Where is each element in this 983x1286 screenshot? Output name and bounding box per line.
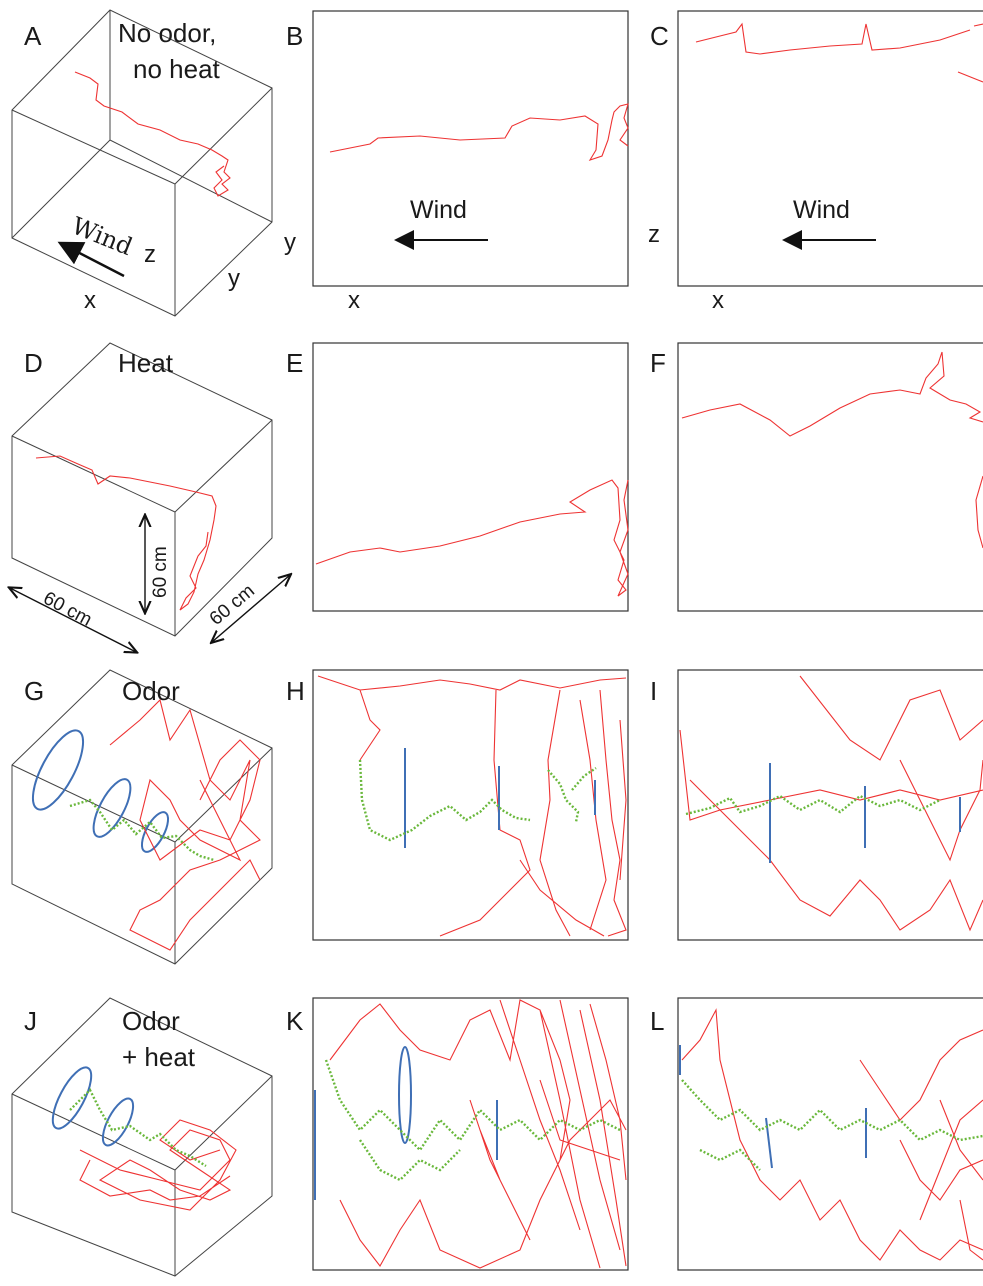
- axis-label-x-b: x: [348, 287, 360, 314]
- cube-axis-x: x: [84, 287, 96, 314]
- panel-label-k: K: [286, 1006, 304, 1036]
- odor-track-g: [69, 798, 215, 862]
- top-view-panel-e: E: [286, 342, 629, 612]
- side-view-panel-i: I: [650, 669, 983, 941]
- condition-label-odor: Odor: [122, 676, 180, 706]
- dim-label-y: 60 cm: [206, 580, 259, 629]
- cube-frame: [11, 997, 273, 1277]
- odor-track-j: [69, 1087, 207, 1168]
- track-b: [329, 103, 629, 161]
- cube-frame: [11, 9, 273, 317]
- track-cube-j: [79, 1119, 237, 1211]
- top-view-panel-b: B Wind y x: [284, 10, 629, 314]
- cube-panel-j: J Odor + heat: [11, 997, 273, 1277]
- wind-label-b: Wind: [410, 196, 467, 224]
- cube-axis-z: z: [144, 241, 156, 268]
- track-f: [681, 351, 983, 549]
- panel-label-d: D: [24, 348, 43, 378]
- cube-frame: [11, 669, 273, 965]
- panel-label-j: J: [24, 1006, 37, 1036]
- track-cube-d: [35, 455, 217, 611]
- panel-label-g: G: [24, 676, 44, 706]
- top-view-panel-h: H: [286, 669, 629, 941]
- track-c: [695, 22, 983, 83]
- dim-arrow-y: [212, 575, 290, 642]
- odor-source-ring: [398, 1046, 412, 1144]
- panel-frame: [677, 997, 983, 1271]
- track-l: [681, 1008, 983, 1261]
- row-heat: D Heat 60 cm 60 cm 60 cm E F: [10, 342, 983, 652]
- condition-label-line2: no heat: [133, 54, 221, 84]
- panel-label-a: A: [24, 21, 42, 51]
- panel-label-l: L: [650, 1006, 664, 1036]
- track-cube-g: [109, 698, 261, 951]
- side-view-panel-f: F: [650, 342, 983, 612]
- panel-frame: [312, 10, 629, 287]
- panel-label-c: C: [650, 21, 669, 51]
- panel-frame: [677, 10, 983, 287]
- track-k: [329, 999, 627, 1269]
- panel-frame: [677, 669, 983, 941]
- odor-source-ring: [92, 778, 132, 838]
- panel-frame: [312, 997, 629, 1271]
- odor-source-ring: [101, 1097, 135, 1147]
- panel-frame: [677, 342, 983, 612]
- row-no-odor: A No odor, no heat Wind z y x B Wind y x…: [11, 9, 983, 317]
- panel-frame: [312, 669, 629, 941]
- wind-label-c: Wind: [793, 196, 850, 224]
- odor-track-l: [681, 1079, 983, 1171]
- panel-label-e: E: [286, 348, 303, 378]
- cube-panel-a: A No odor, no heat Wind z y x: [11, 9, 273, 317]
- condition-label-heat: Heat: [118, 348, 174, 378]
- cube-axis-y: y: [228, 265, 240, 292]
- odor-source-ring: [51, 1066, 93, 1130]
- dim-label-z: 60 cm: [150, 546, 171, 598]
- row-odor: G Odor H I: [11, 669, 983, 965]
- odor-track-h: [358, 759, 597, 842]
- condition-label-line2: + heat: [122, 1042, 196, 1072]
- panel-label-b: B: [286, 21, 303, 51]
- odor-track-i: [685, 794, 941, 816]
- cube-panel-g: G Odor: [11, 669, 273, 965]
- cube-wind-arrow: [57, 241, 125, 278]
- odor-source-ring: [31, 729, 85, 811]
- cube-frame: [11, 342, 273, 637]
- panel-label-i: I: [650, 676, 657, 706]
- track-cube-a: [74, 71, 231, 197]
- cube-panel-d: D Heat 60 cm 60 cm 60 cm: [10, 342, 290, 652]
- panel-label-f: F: [650, 348, 666, 378]
- track-i: [679, 675, 983, 932]
- panel-label-h: H: [286, 676, 305, 706]
- axis-label-x-c: x: [712, 287, 724, 314]
- axis-label-y: y: [284, 229, 296, 256]
- condition-label-line1: Odor: [122, 1006, 180, 1036]
- panel-frame: [312, 342, 629, 612]
- axis-label-z: z: [648, 221, 660, 248]
- side-view-panel-c: C Wind z x: [648, 10, 983, 314]
- odor-track-k: [324, 1059, 621, 1182]
- condition-label-line1: No odor,: [118, 18, 216, 48]
- side-view-panel-l: L: [650, 997, 983, 1271]
- track-h: [317, 675, 627, 937]
- top-view-panel-k: K: [286, 997, 629, 1271]
- odor-source-ring: [140, 811, 170, 853]
- dim-arrow-x: [10, 588, 136, 652]
- row-odor-heat: J Odor + heat K L: [11, 997, 983, 1277]
- track-e: [315, 479, 629, 597]
